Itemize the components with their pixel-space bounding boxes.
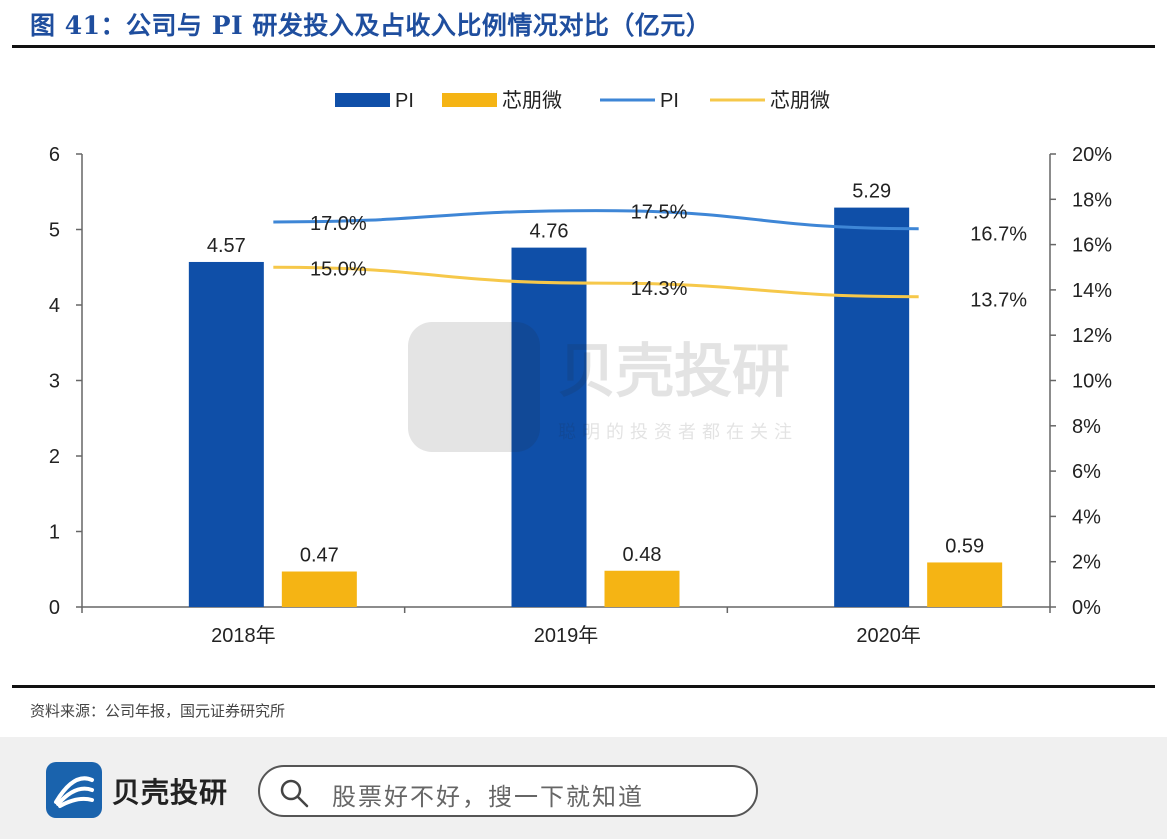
legend-label: PI bbox=[660, 90, 679, 112]
y-tick-label-right: 10% bbox=[1072, 371, 1112, 393]
legend-label: 芯朋微 bbox=[770, 89, 830, 112]
y-tick-label-left: 2 bbox=[49, 446, 60, 468]
y-tick-label-right: 12% bbox=[1072, 325, 1112, 347]
line-data-label: 16.7% bbox=[970, 224, 1027, 246]
search-box[interactable]: 股票好不好，搜一下就知道 bbox=[258, 765, 758, 817]
footer-bar: 贝壳投研 股票好不好，搜一下就知道 bbox=[0, 737, 1167, 839]
chart-title: 图 41：公司与 PI 研发投入及占收入比例情况对比（亿元） bbox=[30, 11, 712, 40]
legend-label: PI bbox=[395, 90, 414, 112]
line-data-label: 13.7% bbox=[970, 290, 1027, 312]
brand-name[interactable]: 贝壳投研 bbox=[112, 776, 229, 809]
bar-xinpengwei bbox=[281, 571, 357, 607]
x-tick-label: 2020年 bbox=[856, 624, 921, 647]
y-tick-label-right: 20% bbox=[1072, 144, 1112, 166]
y-tick-label-right: 16% bbox=[1072, 235, 1112, 257]
bottom-divider bbox=[12, 685, 1155, 688]
source-note: 资料来源：公司年报，国元证券研究所 bbox=[30, 702, 286, 720]
y-tick-label-right: 0% bbox=[1072, 597, 1101, 619]
search-icon[interactable] bbox=[278, 777, 310, 809]
line-data-label: 14.3% bbox=[631, 278, 688, 300]
bar-xinpengwei bbox=[604, 570, 680, 607]
bar-xinpengwei bbox=[927, 562, 1003, 607]
bar-data-label: 5.29 bbox=[852, 181, 891, 203]
brand-logo-icon[interactable] bbox=[46, 762, 102, 818]
y-tick-label-left: 6 bbox=[49, 144, 60, 166]
line-data-label: 17.0% bbox=[310, 213, 367, 235]
bar-data-label: 4.76 bbox=[530, 221, 569, 243]
x-tick-label: 2018年 bbox=[211, 624, 276, 647]
y-tick-label-right: 18% bbox=[1072, 189, 1112, 211]
bar-pi bbox=[188, 261, 264, 607]
y-tick-label-left: 5 bbox=[49, 220, 60, 242]
legend-swatch-bar bbox=[335, 93, 390, 107]
y-tick-label-right: 8% bbox=[1072, 416, 1101, 438]
y-tick-label-right: 6% bbox=[1072, 461, 1101, 483]
y-tick-label-left: 4 bbox=[49, 295, 60, 317]
search-placeholder[interactable]: 股票好不好，搜一下就知道 bbox=[332, 783, 644, 811]
bar-data-label: 0.48 bbox=[623, 544, 662, 566]
bar-pi bbox=[834, 207, 910, 608]
bar-pi bbox=[511, 247, 587, 607]
bar-data-label: 4.57 bbox=[207, 235, 246, 257]
y-tick-label-left: 1 bbox=[49, 522, 60, 544]
x-tick-label: 2019年 bbox=[534, 624, 599, 647]
y-tick-label-right: 14% bbox=[1072, 280, 1112, 302]
line-xinpengwei bbox=[273, 265, 919, 299]
y-tick-label-right: 2% bbox=[1072, 552, 1101, 574]
line-pi bbox=[273, 209, 919, 231]
y-tick-label-left: 3 bbox=[49, 371, 60, 393]
top-divider bbox=[12, 45, 1155, 48]
legend-swatch-bar bbox=[442, 93, 497, 107]
bar-data-label: 0.47 bbox=[300, 545, 339, 567]
line-data-label: 15.0% bbox=[310, 258, 367, 280]
y-tick-label-right: 4% bbox=[1072, 506, 1101, 528]
legend-label: 芯朋微 bbox=[502, 89, 562, 112]
line-data-label: 17.5% bbox=[631, 202, 688, 224]
bar-data-label: 0.59 bbox=[945, 535, 984, 557]
combo-chart: 0 1 2 3 4 5 6 0% 2% 4% 6% 8% 10% 12% 14% 16% 18% 20% 2018年… bbox=[49, 89, 1112, 647]
y-tick-label-left: 0 bbox=[49, 597, 60, 619]
